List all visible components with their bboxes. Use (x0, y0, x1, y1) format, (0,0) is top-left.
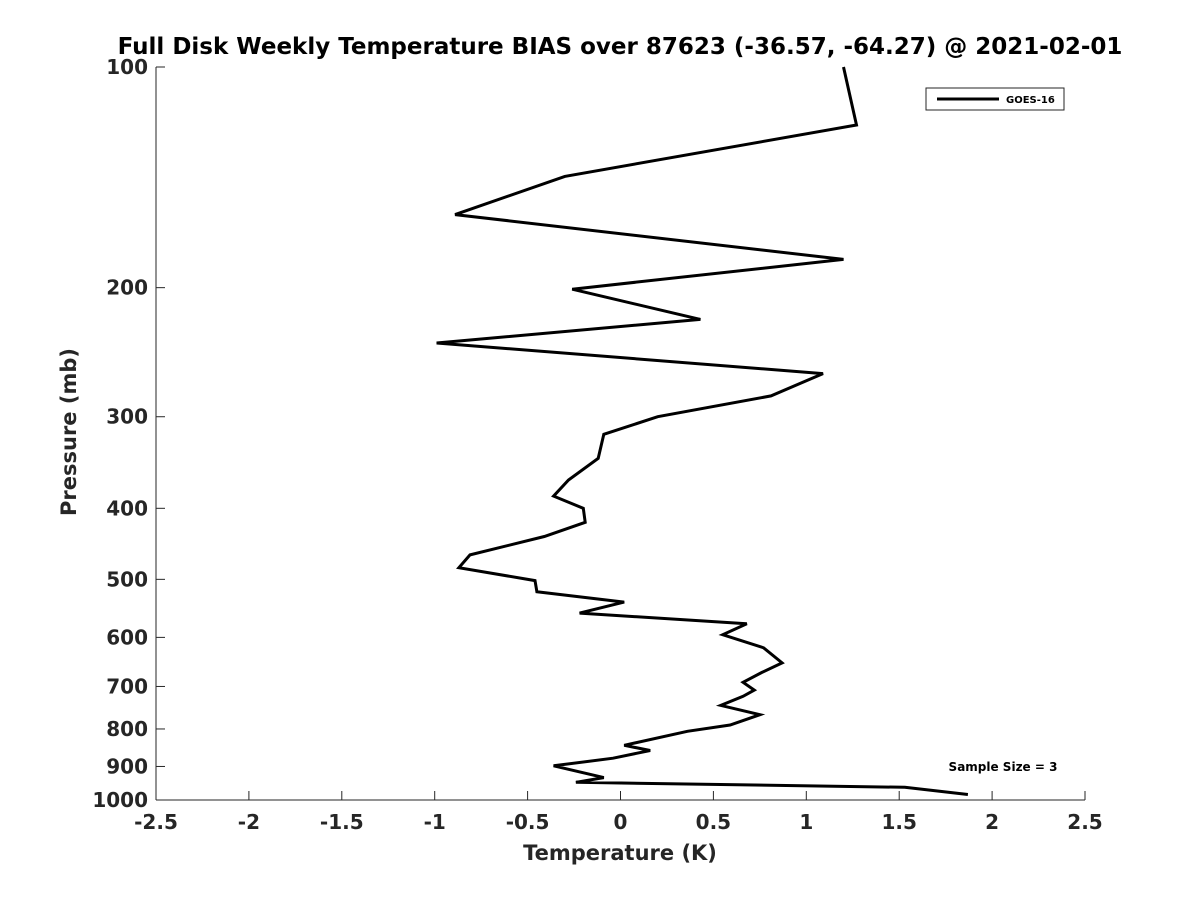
x-tick-label: -0.5 (506, 810, 550, 834)
y-tick-label: 700 (106, 674, 148, 698)
y-tick-label: 1000 (92, 788, 148, 812)
x-tick-label: 2 (985, 810, 999, 834)
plot-area: -2.5 -2 -1.5 -1 -0.5 0 0.5 1 1.5 2 2.5 100 200 300 40… (92, 55, 1102, 834)
chart-title: Full Disk Weekly Temperature BIAS over 8… (118, 34, 1123, 60)
x-tick-label: -2.5 (134, 810, 178, 834)
x-tick-label: 2.5 (1067, 810, 1102, 834)
x-axis-label: Temperature (K) (523, 841, 717, 865)
x-tick-label: -2 (238, 810, 260, 834)
x-tick-label: 1 (799, 810, 813, 834)
y-tick-label: 200 (106, 276, 148, 300)
y-tick-label: 100 (106, 55, 148, 79)
y-tick-label: 500 (106, 567, 148, 591)
legend-label-goes16: GOES-16 (1006, 95, 1055, 106)
y-tick-label: 900 (106, 754, 148, 778)
series-line-goes16 (436, 66, 969, 796)
legend: GOES-16 (925, 87, 1065, 111)
y-tick-label: 400 (106, 496, 148, 520)
x-axis-ticks: -2.5 -2 -1.5 -1 -0.5 0 0.5 1 1.5 2 2.5 (134, 791, 1103, 834)
y-axis-ticks: 100 200 300 400 500 600 700 800 900 1000 (92, 55, 165, 812)
y-tick-label: 600 (106, 625, 148, 649)
x-tick-label: -1.5 (320, 810, 364, 834)
x-tick-label: 1.5 (881, 810, 916, 834)
sample-size-annotation: Sample Size = 3 (949, 760, 1058, 774)
y-tick-label: 800 (106, 717, 148, 741)
x-tick-label: -1 (424, 810, 446, 834)
y-tick-label: 300 (106, 405, 148, 429)
y-axis-label: Pressure (mb) (57, 348, 81, 516)
x-tick-label: 0 (614, 810, 628, 834)
x-tick-label: 0.5 (696, 810, 731, 834)
